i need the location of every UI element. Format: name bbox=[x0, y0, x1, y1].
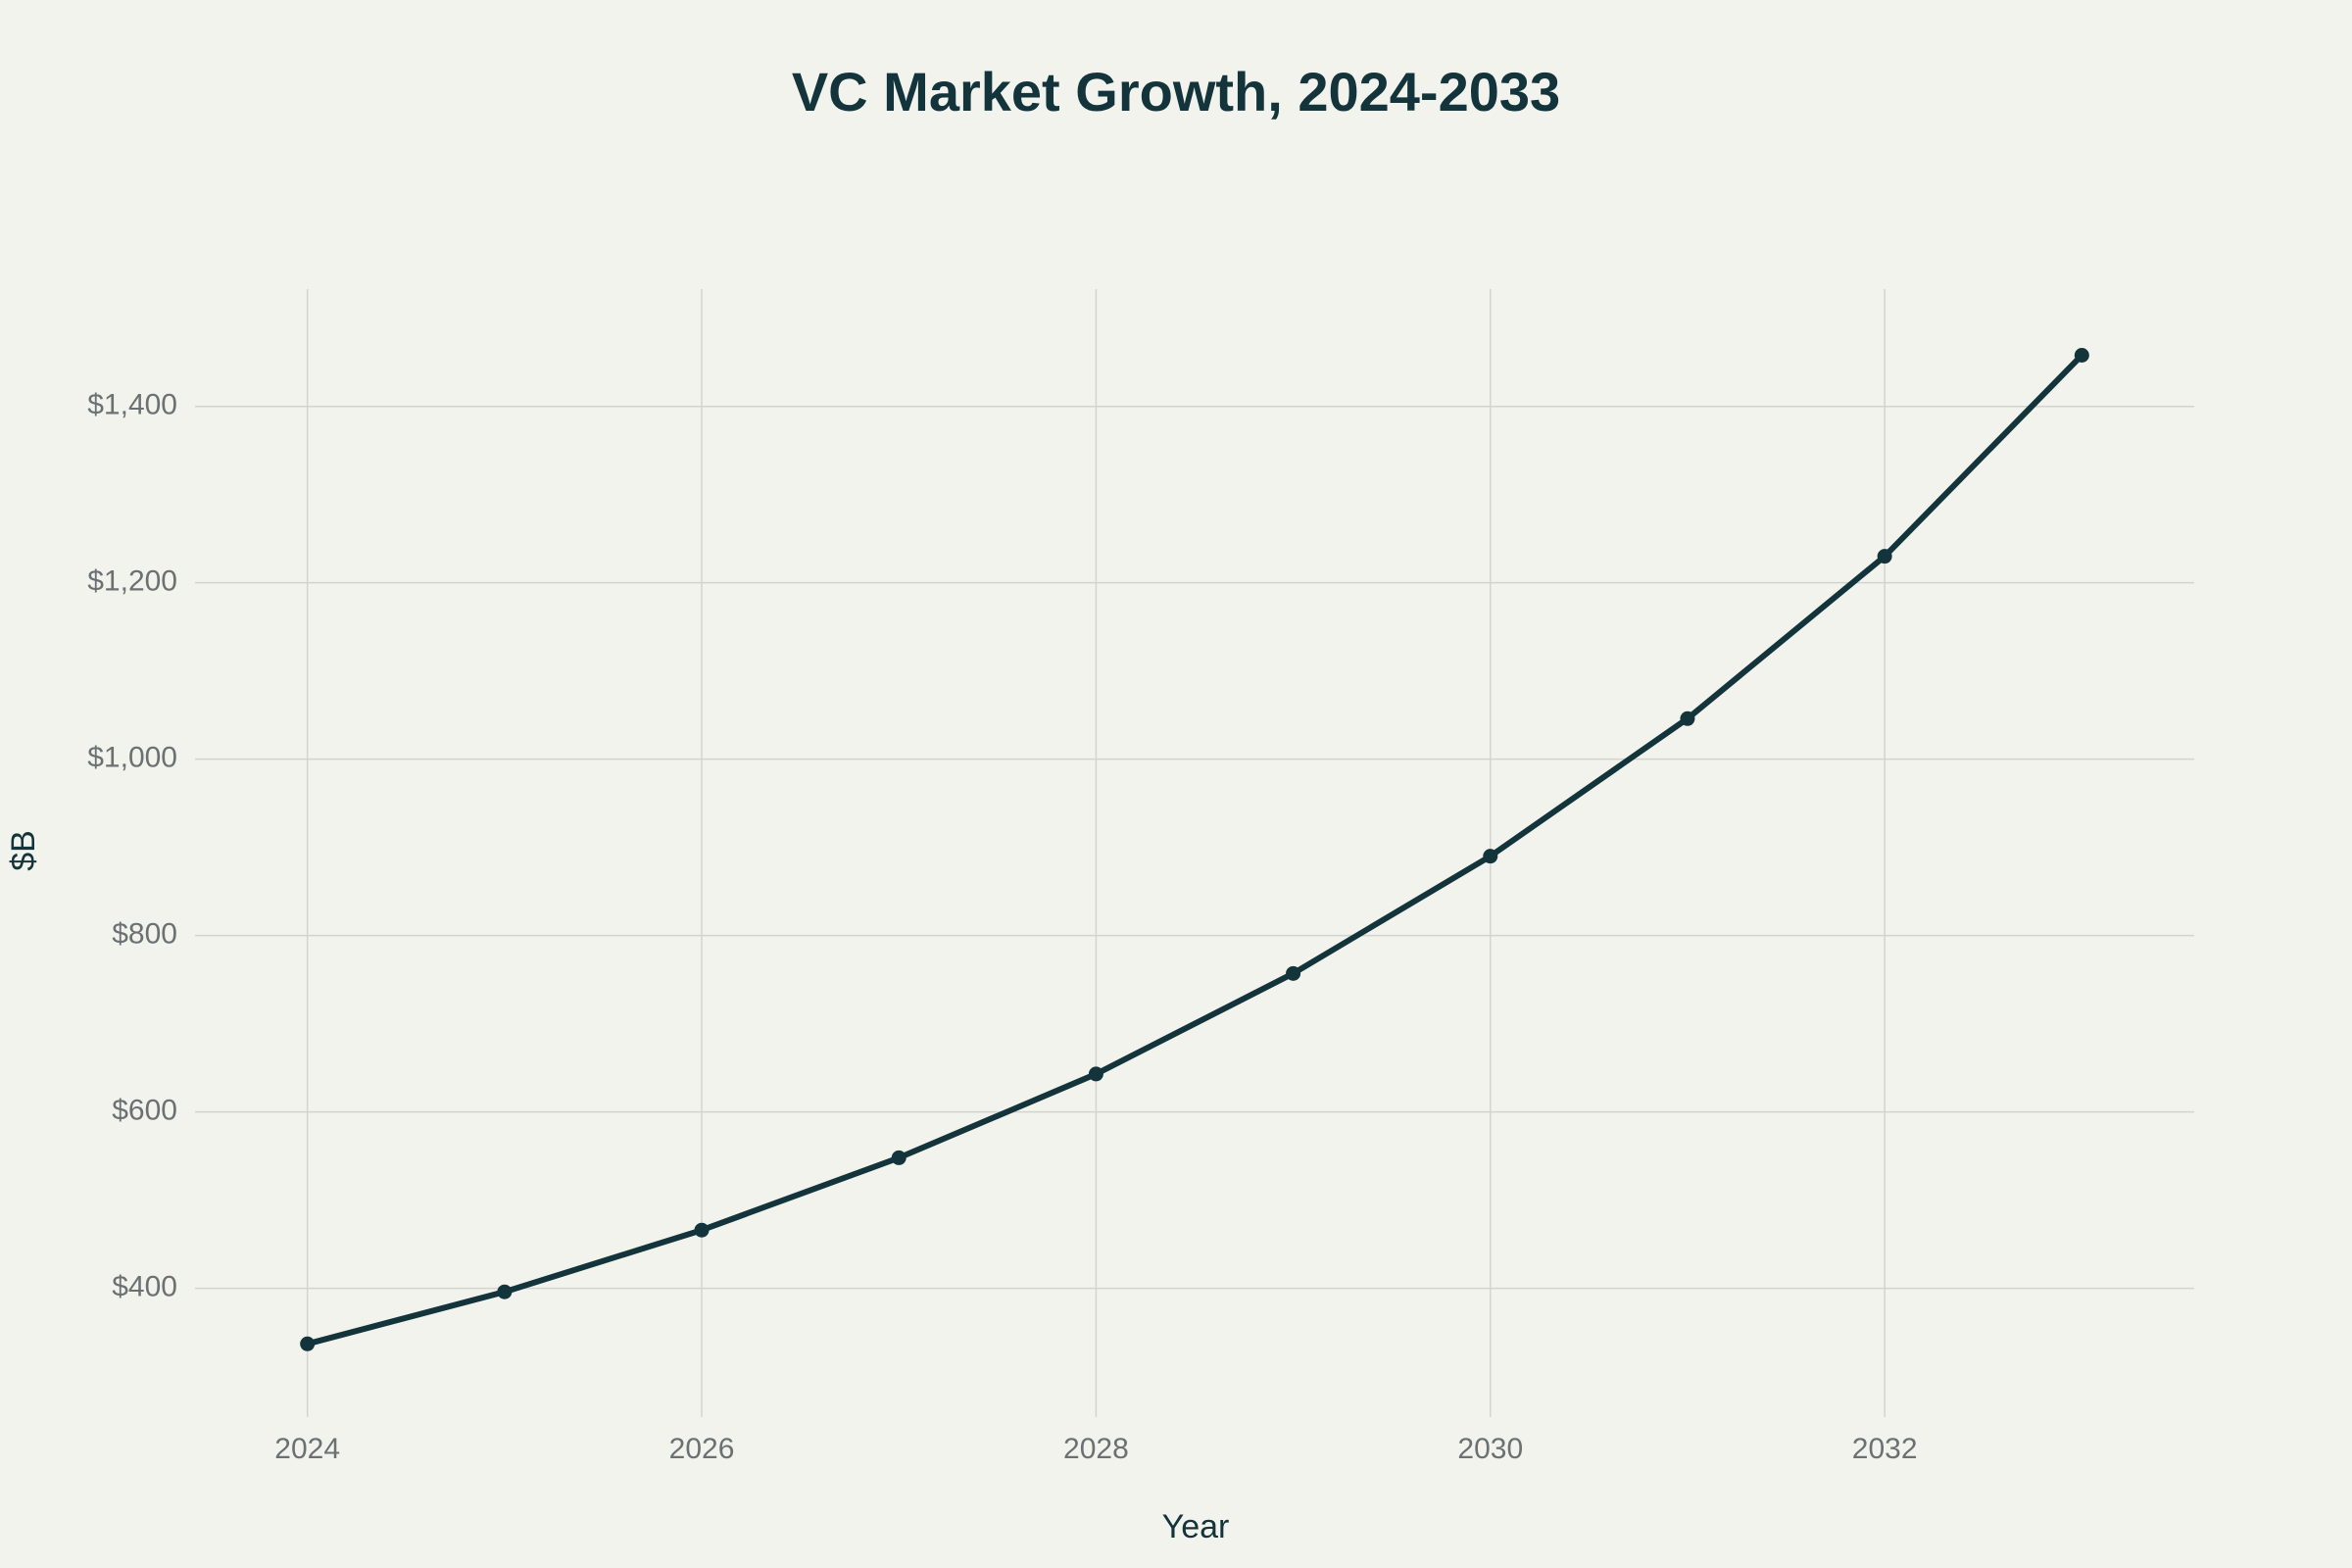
x-tick-label: 2026 bbox=[669, 1433, 735, 1465]
point bbox=[300, 1336, 316, 1351]
y-axis-title: $B bbox=[5, 830, 42, 871]
x-axis-title: Year bbox=[1162, 1508, 1230, 1545]
y-tick-label: $400 bbox=[112, 1271, 177, 1303]
x-tick-label: 2030 bbox=[1457, 1433, 1523, 1465]
point bbox=[694, 1222, 710, 1238]
y-tick-label: $600 bbox=[112, 1095, 177, 1127]
x-tick-label: 2028 bbox=[1063, 1433, 1129, 1465]
x-tick-label: 2024 bbox=[274, 1433, 340, 1465]
point bbox=[1483, 849, 1498, 864]
line bbox=[306, 353, 2084, 1348]
chart-title: VC Market Growth, 2024-2033 bbox=[792, 61, 1560, 122]
point bbox=[2074, 347, 2089, 363]
y-tick-label: $1,400 bbox=[87, 389, 177, 421]
point bbox=[1680, 710, 1695, 726]
point bbox=[1877, 549, 1892, 564]
y-tick-label: $1,000 bbox=[87, 742, 177, 774]
y-tick-label: $1,200 bbox=[87, 565, 177, 598]
x-tick-label: 2032 bbox=[1852, 1433, 1918, 1465]
point bbox=[497, 1284, 513, 1299]
point bbox=[891, 1150, 906, 1165]
point bbox=[1286, 965, 1301, 981]
point bbox=[1088, 1066, 1103, 1082]
y-tick-label: $800 bbox=[112, 918, 177, 951]
